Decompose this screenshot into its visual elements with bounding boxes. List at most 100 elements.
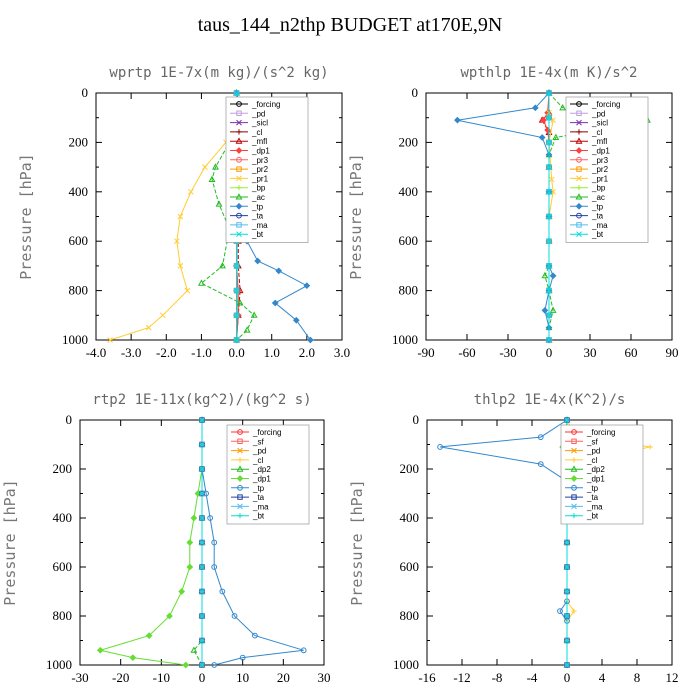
legend-marker [236,101,242,107]
legend-label: _pr2 [251,165,269,174]
legend-marker [236,465,244,472]
legend-label: _pr2 [591,165,609,174]
legend-marker [575,147,583,154]
data-point [182,661,190,669]
x-tick-label: 20 [277,670,290,685]
data-point [199,613,205,619]
data-point [208,175,216,182]
x-tick-label: -16 [418,670,436,685]
y-tick-label: 0 [413,412,420,427]
legend-label: _bp [251,184,266,193]
data-point [159,312,166,319]
data-point [215,200,223,207]
y-tick-label: 600 [53,559,73,574]
legend-label: _bt [591,230,604,239]
data-point [564,613,570,619]
legend-label: _sicl [591,119,608,128]
legend-label: _forcing [252,428,281,437]
legend-label: _dp1 [586,475,605,484]
x-tick-label: -4 [527,670,538,685]
data-point [199,539,205,546]
data-point [145,324,152,331]
data-point [546,238,552,245]
data-point [199,490,205,497]
data-point [211,539,218,546]
data-point [271,299,279,307]
y-tick-label: 1000 [392,332,418,347]
data-point [564,662,570,668]
legend-label: _sf [252,437,264,446]
data-point [275,267,283,275]
data-point [199,515,205,521]
legend: _forcing_pd_sicl_cl_mfl_dp1_pr3_pr2_pr1_… [225,96,309,243]
y-tick-label: 0 [412,85,419,100]
legend-label: _tp [586,484,599,493]
legend-label: _bp [591,184,606,193]
legend-label: _mfl [251,137,267,146]
legend-label: _pd [591,109,605,118]
y-tick-label: 0 [82,85,89,100]
data-point [231,613,238,619]
legend-marker [575,202,583,210]
legend-label: _cl [252,456,263,465]
y-tick-label: 800 [53,608,73,623]
legend-label: _dp1 [591,147,610,156]
legend-marker [576,110,582,116]
plot-panel-2: wpthlp 1E-4x(m K)/s^2 Pressure [hPa] -90 -6… [347,65,679,360]
legend-marker [570,475,578,482]
data-point [564,564,570,570]
data-point [202,164,208,170]
y-tick-label: 800 [399,283,419,298]
y-tick-label: 400 [53,510,73,525]
legend-marker [575,137,583,144]
legend-marker [237,484,243,491]
legend-marker [236,166,242,172]
data-point [559,103,567,111]
x-tick-label: -90 [417,345,434,360]
legend-label: _pr1 [251,174,269,183]
data-point [552,133,560,140]
data-point [236,299,244,306]
data-point [292,316,300,324]
data-point [197,279,205,286]
legend-label: _ta [591,212,604,221]
legend-label: _tp [251,202,264,211]
legend-label: _cl [586,456,597,465]
data-point [251,632,258,639]
x-tick-label: -4.0 [86,345,107,360]
legend-marker [576,185,582,191]
data-point [546,213,552,220]
legend-marker [571,503,577,510]
legend-marker [576,212,582,219]
legend-marker [235,147,243,154]
legend-label: _tp [252,484,265,493]
x-tick-label: 30 [584,345,597,360]
y-tick-label: 600 [399,233,419,248]
legend-label: _ma [586,502,603,511]
data-point [546,139,552,146]
data-point [647,444,653,450]
legend-marker [237,513,243,519]
legend-marker [576,222,582,228]
data-point [454,116,461,124]
legend-label: _bt [252,512,265,521]
legend-label: _pr1 [591,174,609,183]
legend-marker [576,156,582,163]
legend-marker [571,438,577,445]
data-point [549,306,557,313]
data-point [212,163,219,170]
x-tick-label: 30 [318,670,331,685]
legend-label: _pd [251,109,265,118]
legend-label: _forcing [591,100,620,109]
data-point [546,114,552,121]
legend-marker [575,193,583,200]
data-point [546,164,552,170]
y-tick-label: 800 [400,608,420,623]
data-point [531,104,539,112]
data-point [250,311,258,318]
legend-label: _pd [586,447,600,456]
legend-marker [237,457,243,463]
plot-title: wpthlp 1E-4x(m K)/s^2 [460,65,637,81]
legend-marker [236,156,242,163]
data-point [173,238,180,245]
